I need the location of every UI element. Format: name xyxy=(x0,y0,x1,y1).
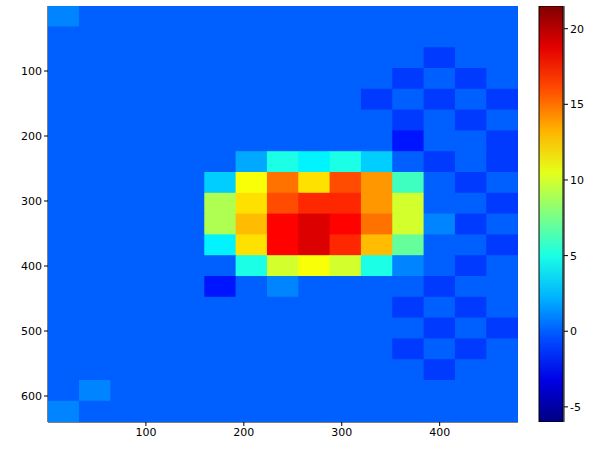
svg-text:10: 10 xyxy=(570,174,584,187)
svg-text:400: 400 xyxy=(429,426,450,439)
svg-text:5: 5 xyxy=(570,250,577,263)
svg-text:100: 100 xyxy=(135,426,156,439)
svg-text:500: 500 xyxy=(21,325,42,338)
svg-text:300: 300 xyxy=(331,426,352,439)
svg-text:20: 20 xyxy=(570,23,584,36)
svg-text:300: 300 xyxy=(21,195,42,208)
svg-text:400: 400 xyxy=(21,260,42,273)
svg-text:-5: -5 xyxy=(570,401,581,414)
svg-text:200: 200 xyxy=(21,130,42,143)
svg-text:200: 200 xyxy=(233,426,254,439)
svg-text:15: 15 xyxy=(570,98,584,111)
svg-text:0: 0 xyxy=(570,325,577,338)
svg-text:600: 600 xyxy=(21,390,42,403)
svg-text:100: 100 xyxy=(21,65,42,78)
